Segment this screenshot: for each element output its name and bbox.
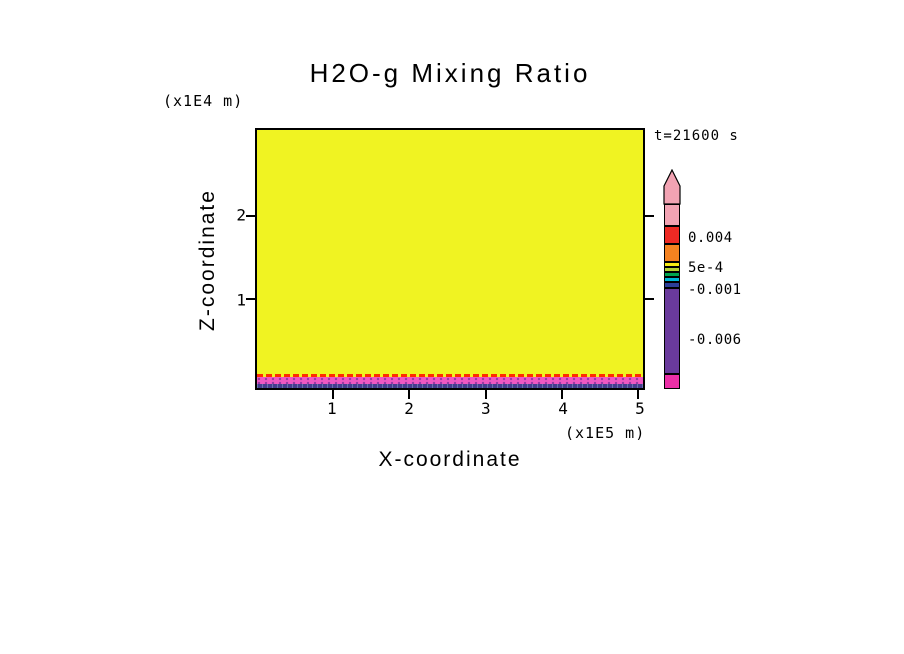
z-tick-mark (246, 214, 255, 217)
colorbar (664, 204, 680, 389)
colorbar-segment (664, 288, 680, 374)
x-tick-label: 4 (558, 399, 568, 418)
colorbar-segment (664, 272, 680, 277)
x-tick-mark (636, 390, 639, 399)
z-tick-label: 1 (236, 290, 246, 310)
z-tick-mark (645, 298, 654, 301)
field-yellow-region (257, 130, 643, 388)
z-tick-mark (246, 298, 255, 301)
x-tick-label: 3 (481, 399, 491, 418)
colorbar-tick-label: -0.001 (688, 282, 742, 298)
x-axis-title: X-coordinate (378, 448, 522, 471)
colorbar-segment (664, 204, 680, 226)
x-tick-labels: 1 2 3 4 5 (255, 399, 645, 419)
colorbar-segment (664, 244, 680, 262)
colorbar-tick-label: 0.004 (688, 230, 733, 246)
colorbar-segment (664, 267, 680, 272)
colorbar-tick-label: -0.006 (688, 332, 742, 348)
x-tick-label: 5 (635, 399, 645, 418)
z-axis-unit-label: (x1E4 m) (163, 92, 244, 110)
colorbar-arrow-shape (663, 169, 681, 205)
colorbar-arrow-icon (663, 169, 681, 205)
colorbar-segment (664, 282, 680, 288)
z-tick-mark (645, 214, 654, 217)
x-tick-mark (408, 390, 411, 399)
contour-band-dark-purple (257, 384, 643, 388)
x-tick-mark (560, 390, 563, 399)
colorbar-segment (664, 262, 680, 267)
contour-band-magenta (257, 377, 643, 384)
x-tick-mark (484, 390, 487, 399)
plot-area (246, 128, 654, 399)
plot-title: H2O-g Mixing Ratio (309, 58, 591, 88)
colorbar-segment (664, 374, 680, 389)
x-tick-mark (332, 390, 335, 399)
x-tick-label: 2 (404, 399, 414, 418)
contour-band-red (257, 374, 643, 377)
colorbar-tick-label: 5e-4 (688, 260, 724, 276)
z-tick-label: 2 (236, 205, 246, 225)
x-axis-unit-label: (x1E5 m) (565, 424, 646, 442)
colorbar-segment (664, 226, 680, 244)
time-annotation: t=21600 s (654, 128, 739, 144)
z-axis-title: Z-coordinate (196, 189, 219, 331)
colorbar-segment (664, 277, 680, 282)
x-tick-label: 1 (327, 399, 337, 418)
